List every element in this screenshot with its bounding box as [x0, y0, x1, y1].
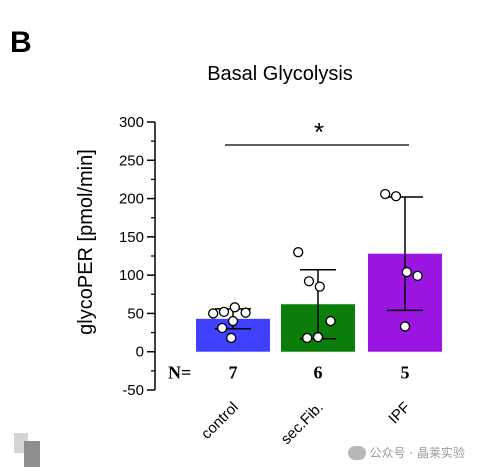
n-value-0: 7 [229, 363, 238, 383]
data-point-0-0 [208, 308, 219, 319]
y-tick-label: 100 [119, 267, 144, 284]
data-point-0-2 [229, 302, 240, 313]
y-tick-label: 150 [119, 229, 144, 246]
data-point-1-2 [314, 281, 325, 292]
plot-area: -50 0 50 100 150 200 250 300 control 7 sec.Fib. 6 IP… [119, 114, 442, 448]
n-value-1: 6 [314, 363, 323, 383]
y-tick-label: 50 [127, 305, 144, 322]
n-value-2: 5 [401, 363, 410, 383]
data-point-1-5 [302, 332, 313, 344]
panel-label: B [10, 26, 32, 59]
data-point-0-3 [240, 307, 251, 318]
n-label: N= [168, 363, 191, 383]
watermark: 公众号 · 晶莱实验 [347, 444, 465, 461]
data-point-1-1 [303, 276, 315, 287]
y-tick-label: 0 [136, 344, 144, 361]
y-tick-label: -50 [122, 382, 144, 399]
y-tick-label: 250 [119, 152, 144, 169]
x-tick-label-2: IPF [385, 399, 414, 428]
x-tick-label-1: sec.Fib. [278, 399, 327, 448]
data-point-2-3 [412, 270, 423, 282]
data-point-0-4 [227, 315, 239, 327]
watermark-text: 公众号 · 晶莱实验 [369, 446, 465, 460]
chart-title: Basal Glycolysis [207, 63, 353, 85]
y-tick-label: 300 [119, 114, 144, 131]
data-point-1-3 [325, 315, 336, 327]
corner-logo-icon [14, 433, 40, 467]
data-point-1-0 [293, 247, 304, 258]
wechat-icon [347, 445, 366, 460]
data-point-1-4 [312, 332, 324, 343]
data-point-0-6 [226, 332, 237, 344]
data-point-2-4 [399, 321, 411, 332]
data-point-0-1 [218, 306, 230, 318]
significance-star: * [314, 117, 324, 147]
data-point-0-5 [217, 322, 228, 334]
y-axis-label: glycoPER [pmol/min] [75, 149, 97, 335]
y-tick-label: 200 [119, 191, 144, 208]
data-point-2-1 [390, 191, 402, 202]
data-point-2-2 [401, 266, 412, 278]
x-tick-label-0: control [198, 399, 242, 443]
data-point-2-0 [380, 188, 391, 200]
